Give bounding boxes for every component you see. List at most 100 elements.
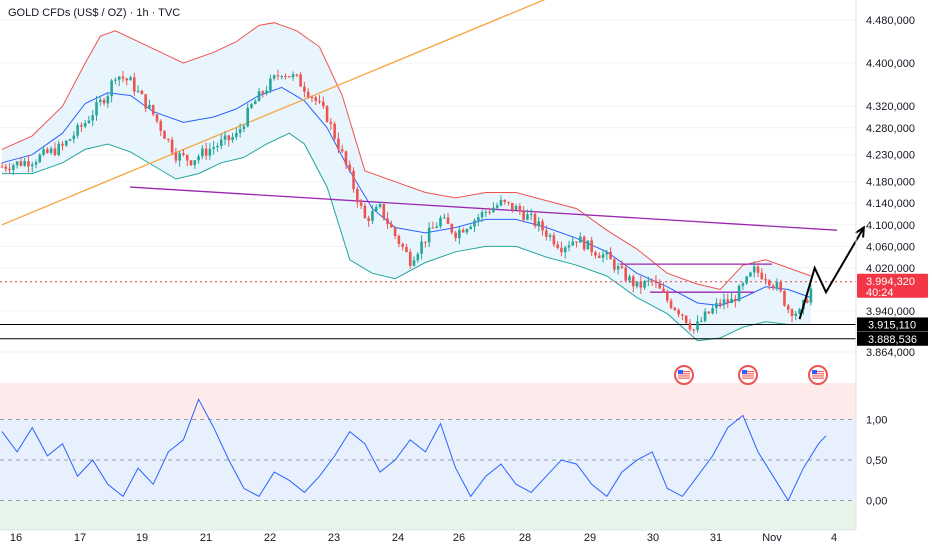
candle[interactable]: [136, 90, 140, 92]
candle[interactable]: [681, 314, 684, 316]
candle[interactable]: [499, 199, 503, 206]
candle[interactable]: [371, 211, 374, 221]
candle[interactable]: [582, 236, 586, 250]
candle[interactable]: [427, 227, 431, 243]
candle[interactable]: [760, 272, 764, 280]
candle[interactable]: [465, 229, 469, 233]
candle[interactable]: [545, 230, 548, 237]
candle[interactable]: [272, 75, 276, 79]
candle[interactable]: [386, 218, 389, 224]
candle[interactable]: [473, 220, 476, 227]
candle[interactable]: [219, 139, 223, 146]
candle[interactable]: [216, 145, 219, 148]
candle[interactable]: [170, 139, 174, 153]
candle[interactable]: [155, 114, 159, 122]
candle[interactable]: [775, 282, 779, 288]
candle[interactable]: [692, 329, 696, 331]
candle[interactable]: [424, 241, 427, 243]
candle[interactable]: [303, 86, 306, 92]
candle[interactable]: [87, 120, 91, 123]
candle[interactable]: [53, 148, 57, 156]
candle[interactable]: [159, 121, 163, 131]
candle[interactable]: [771, 285, 775, 288]
candle[interactable]: [484, 211, 488, 213]
candle[interactable]: [261, 91, 265, 94]
candle[interactable]: [76, 125, 79, 136]
candle[interactable]: [752, 266, 756, 273]
candle[interactable]: [442, 217, 446, 219]
candle[interactable]: [741, 283, 745, 286]
candle[interactable]: [613, 259, 616, 270]
candle[interactable]: [178, 153, 181, 161]
candle[interactable]: [454, 232, 457, 239]
candle[interactable]: [737, 285, 741, 302]
candle[interactable]: [522, 211, 525, 220]
candle[interactable]: [556, 244, 559, 248]
candle[interactable]: [624, 267, 627, 281]
candle[interactable]: [329, 121, 333, 124]
candle[interactable]: [91, 115, 95, 121]
candle[interactable]: [310, 96, 314, 98]
candle[interactable]: [390, 223, 393, 228]
candle[interactable]: [647, 280, 650, 282]
candle[interactable]: [401, 243, 404, 247]
candle[interactable]: [745, 276, 748, 284]
candle[interactable]: [280, 76, 284, 78]
candle[interactable]: [102, 99, 106, 104]
candle[interactable]: [201, 148, 204, 157]
candle[interactable]: [749, 272, 752, 277]
candle[interactable]: [783, 290, 786, 306]
candle[interactable]: [223, 135, 227, 140]
candle[interactable]: [23, 161, 26, 166]
candle[interactable]: [148, 105, 151, 109]
candle[interactable]: [257, 91, 261, 102]
candle[interactable]: [235, 132, 238, 138]
candle[interactable]: [711, 308, 714, 314]
candle[interactable]: [197, 156, 200, 161]
candle[interactable]: [189, 160, 193, 166]
candle[interactable]: [314, 97, 318, 101]
candle[interactable]: [730, 298, 733, 304]
candle[interactable]: [253, 101, 257, 105]
candle[interactable]: [49, 148, 53, 153]
candle[interactable]: [798, 309, 801, 314]
candle[interactable]: [794, 313, 798, 317]
candle[interactable]: [529, 213, 533, 215]
candle[interactable]: [605, 251, 609, 255]
candle[interactable]: [805, 300, 809, 303]
candle[interactable]: [238, 129, 242, 133]
candle[interactable]: [756, 266, 760, 273]
candle[interactable]: [12, 165, 15, 170]
candle[interactable]: [144, 94, 147, 109]
candle[interactable]: [560, 247, 563, 253]
candle[interactable]: [295, 74, 299, 76]
candle[interactable]: [567, 245, 571, 248]
candle[interactable]: [488, 211, 491, 213]
candle[interactable]: [276, 75, 280, 77]
candle[interactable]: [163, 130, 166, 139]
candle[interactable]: [446, 217, 450, 224]
us-flag-icon[interactable]: [808, 365, 828, 385]
candle[interactable]: [541, 221, 544, 231]
candle[interactable]: [594, 252, 597, 256]
candle[interactable]: [786, 305, 790, 310]
candle[interactable]: [129, 77, 132, 81]
candle[interactable]: [363, 205, 367, 219]
candle[interactable]: [552, 235, 556, 245]
price-axis[interactable]: 4.480,000 4.400,000 4.320,000 4.280,000 4.23…: [855, 0, 928, 530]
candle[interactable]: [121, 76, 125, 79]
candle[interactable]: [393, 227, 397, 237]
trendlines[interactable]: [0, 0, 856, 340]
us-flag-icon[interactable]: [738, 365, 758, 385]
candle[interactable]: [703, 311, 707, 321]
price-candles[interactable]: [0, 69, 813, 334]
candle[interactable]: [64, 140, 68, 146]
candle[interactable]: [764, 279, 767, 281]
candle[interactable]: [325, 106, 329, 122]
candle[interactable]: [768, 280, 771, 286]
candle[interactable]: [533, 213, 537, 226]
candle[interactable]: [367, 218, 370, 221]
candle[interactable]: [231, 137, 234, 141]
candle[interactable]: [526, 214, 529, 220]
candle[interactable]: [344, 151, 348, 165]
